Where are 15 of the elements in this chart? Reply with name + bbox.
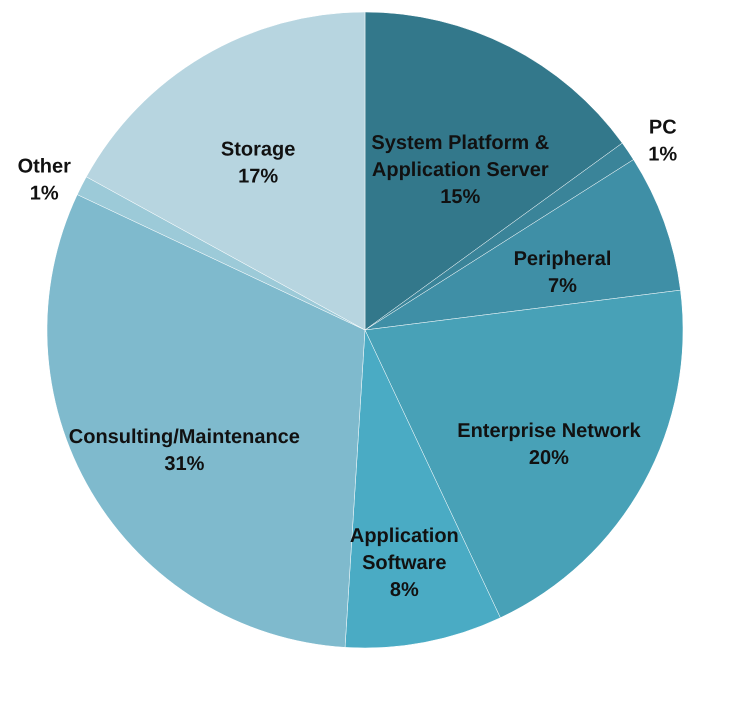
slice-label: Enterprise Network [457,420,642,442]
slice-label: PC [648,116,677,139]
data-label: 15% [440,186,481,208]
data-label: 7% [548,274,578,297]
slice-label: System Platform & Application Server [371,132,550,181]
slice-label: Consulting/Maintenance [68,426,300,448]
data-label: 17% [238,165,278,188]
data-label: 31% [164,452,205,475]
data-label: 8% [390,579,419,602]
data-label: 20% [528,447,570,470]
slice-label: Peripheral [514,248,612,270]
data-label: 1% [648,144,678,166]
slice-label: Other [18,156,72,178]
slice-label: Storage [220,138,296,160]
data-label: 1% [30,182,59,205]
